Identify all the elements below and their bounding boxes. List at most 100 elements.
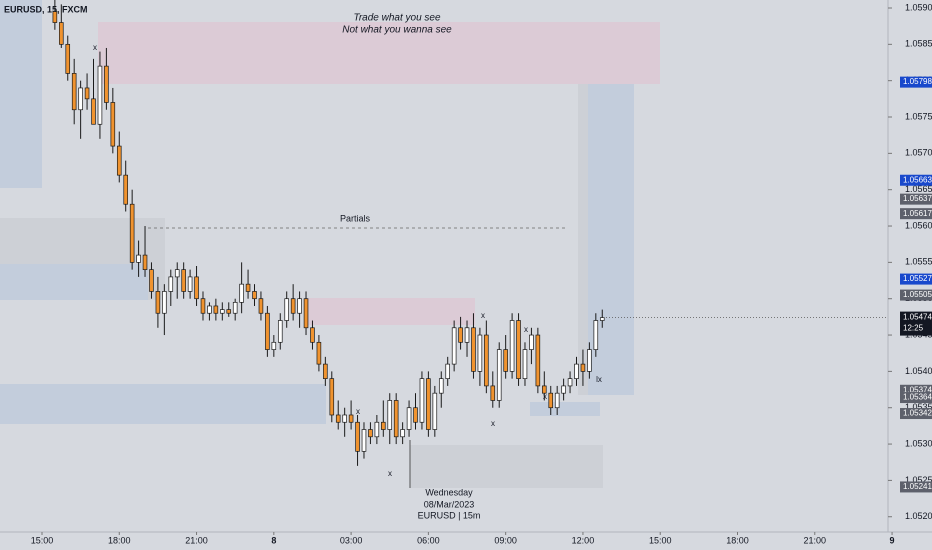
annotation: x	[491, 419, 495, 428]
price-label-box	[900, 193, 932, 205]
candle-body	[496, 349, 502, 401]
candle-body	[329, 378, 335, 416]
candle-body	[220, 309, 225, 314]
candle-body	[104, 65, 109, 103]
y-tick-label: 1.05650	[905, 184, 932, 194]
x-tick-label: 03:00	[340, 535, 363, 545]
price-label: 1.05798	[903, 77, 932, 86]
candle-body	[277, 320, 283, 343]
price-label: 1.05617	[903, 209, 932, 218]
annotation: x	[543, 392, 547, 401]
price-label: 1.05527	[903, 274, 932, 283]
candle-body	[252, 291, 257, 300]
zone	[530, 402, 600, 416]
candle-body	[561, 385, 566, 394]
y-tick-label: 1.05700	[905, 148, 932, 158]
candle-body	[348, 414, 354, 423]
candle-body	[522, 349, 528, 380]
candle-body	[413, 407, 418, 423]
price-label: 1.05364	[903, 393, 932, 402]
candle-body	[239, 283, 244, 303]
annotation: x	[388, 469, 392, 478]
y-tick-label: 1.05250	[905, 475, 932, 485]
x-tick-label: 15:00	[31, 535, 54, 545]
x-tick-label: 09:00	[494, 535, 517, 545]
candle-body	[316, 341, 322, 365]
annotation: lx	[596, 375, 602, 384]
candle-body	[529, 334, 534, 350]
last-price-box	[900, 311, 932, 336]
y-tick-label: 1.05400	[905, 366, 932, 376]
candle-body	[245, 283, 251, 292]
annotation: Partials	[340, 213, 371, 223]
y-tick-label: 1.05850	[905, 39, 932, 49]
annotation: EURUSD | 15m	[418, 510, 481, 520]
candle-body	[477, 334, 483, 372]
candle-body	[97, 65, 103, 125]
candle-body	[458, 327, 463, 343]
candle-body	[535, 334, 541, 387]
candle-body	[451, 327, 457, 365]
candle-body	[310, 327, 315, 343]
candle-body	[432, 392, 438, 430]
candle-body	[567, 378, 573, 387]
price-label-box	[900, 174, 932, 186]
y-tick-label: 1.05350	[905, 402, 932, 412]
price-label-box	[900, 208, 932, 220]
title: Trade what you see	[353, 13, 441, 24]
candle-body	[516, 320, 521, 380]
candle-body	[162, 291, 167, 314]
y-tick-label: 1.05550	[905, 257, 932, 267]
zone	[98, 22, 660, 84]
annotation: 08/Mar/2023	[424, 499, 475, 509]
candle-body	[290, 298, 296, 314]
x-tick-label: 9	[890, 535, 895, 545]
x-tick-label: 21:00	[185, 535, 208, 545]
price-label: 1.05342	[903, 409, 932, 418]
price-label-box	[900, 273, 932, 285]
annotation: x	[481, 311, 485, 320]
zone	[578, 84, 588, 395]
price-label-box	[900, 408, 932, 420]
x-tick-label: 18:00	[108, 535, 131, 545]
price-label-box	[900, 289, 932, 301]
candle-body	[213, 305, 219, 314]
candle-body	[471, 327, 476, 372]
candle-body	[200, 298, 206, 314]
candle-body	[174, 269, 180, 278]
x-tick-label: 21:00	[804, 535, 827, 545]
zone	[410, 445, 603, 488]
candle-body	[265, 312, 270, 350]
x-tick-label: 15:00	[649, 535, 672, 545]
y-tick-label: 1.05200	[905, 511, 932, 521]
candle-body	[484, 334, 489, 387]
candle-body	[464, 327, 470, 343]
symbol: EURUSD, 15, FXCM	[4, 4, 88, 14]
candle-body	[194, 276, 199, 300]
zone	[305, 298, 475, 325]
candle-body	[503, 349, 508, 372]
zones	[0, 0, 932, 533]
annotation: x	[356, 407, 360, 416]
y-tick-label: 1.05300	[905, 438, 932, 448]
candle-body	[599, 317, 605, 321]
candle-body	[297, 298, 302, 314]
y-tick-label: 1.05600	[905, 220, 932, 230]
candle-body	[438, 378, 444, 394]
candle-body	[155, 291, 161, 314]
candle-body	[587, 349, 592, 372]
candle-body	[426, 378, 431, 430]
candle-body	[542, 385, 547, 394]
candle-body	[548, 392, 554, 409]
candle-body	[65, 43, 71, 74]
candle-body	[123, 174, 128, 205]
candle-body	[406, 407, 412, 430]
candle-body	[110, 102, 116, 147]
price-label-box	[900, 392, 932, 404]
annotation: x	[93, 43, 97, 52]
candle-body	[258, 298, 264, 314]
x-tick-label: 12:00	[572, 535, 595, 545]
x-tick-label: 8	[271, 535, 276, 545]
candle-body	[400, 429, 405, 438]
